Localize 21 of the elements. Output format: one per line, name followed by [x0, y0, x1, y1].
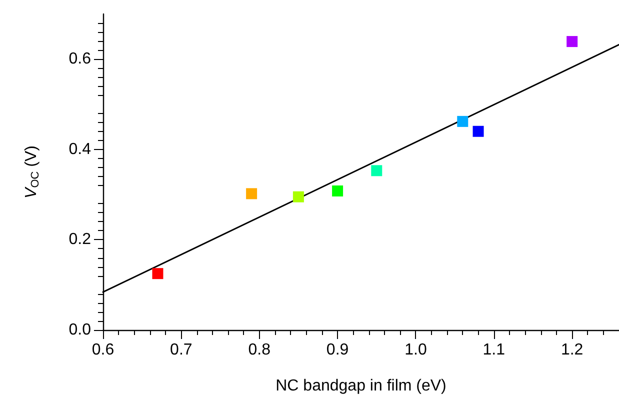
x-tick-label: 1.2	[560, 342, 584, 358]
x-tick-label: 1.1	[482, 342, 506, 358]
point	[472, 126, 484, 137]
point	[457, 116, 468, 127]
y-tick-label: 0.6	[68, 50, 92, 68]
x-tick-label: 0.6	[92, 342, 114, 358]
x-tick-label: 0.8	[248, 342, 271, 358]
point	[566, 36, 578, 48]
x-tick-label: 0.9	[326, 342, 349, 358]
y-tick-label: 0.0	[68, 322, 92, 338]
point	[332, 185, 344, 196]
point	[292, 191, 304, 202]
y-tick-label: 0.2	[68, 231, 92, 248]
point	[152, 268, 164, 280]
x-tick-label: 1.0	[404, 342, 427, 358]
point	[371, 165, 382, 176]
point	[246, 188, 258, 200]
y-tick-label: 0.4	[68, 140, 92, 158]
x-tick-label: 0.7	[170, 342, 192, 358]
y-axis-title: VOC (V)	[23, 146, 42, 198]
x-axis-title: NC bandgap in film (eV)	[276, 378, 446, 394]
